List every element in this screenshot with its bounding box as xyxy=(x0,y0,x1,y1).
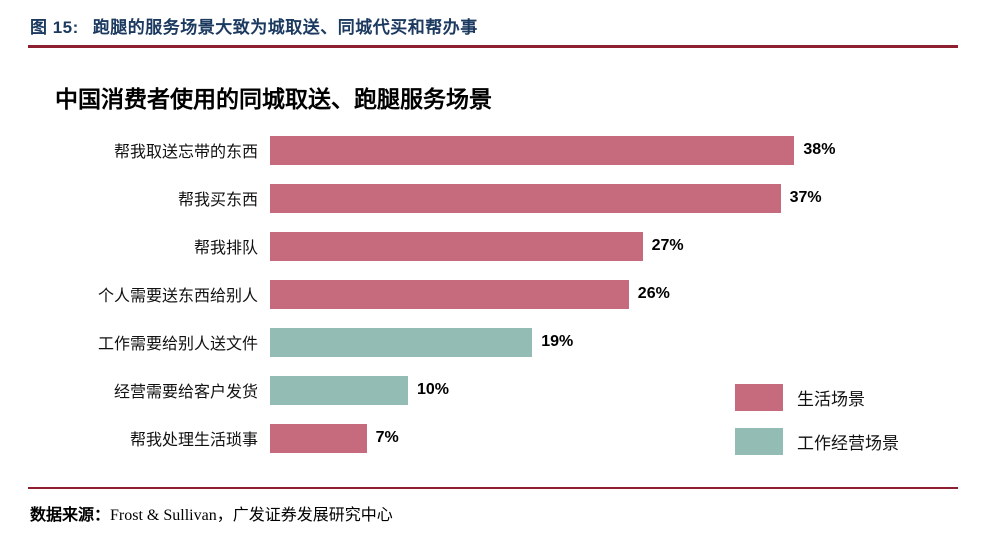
legend-item: 生活场景 xyxy=(735,384,899,411)
category-label: 帮我排队 xyxy=(193,240,258,257)
chart-row: 帮我处理生活琐事 7% xyxy=(30,414,956,462)
bar-track: 26% xyxy=(270,270,822,318)
chart-row: 帮我取送忘带的东西 38% xyxy=(30,126,956,174)
bar-track: 27% xyxy=(270,222,822,270)
bar-track: 19% xyxy=(270,318,822,366)
value-label: 26% xyxy=(637,285,670,302)
legend-swatch xyxy=(735,428,783,455)
bar-track: 38% xyxy=(270,126,835,174)
header-divider xyxy=(28,45,958,48)
legend-swatch xyxy=(735,384,783,411)
figure-label: 图 15: xyxy=(30,18,79,37)
figure-title: 跑腿的服务场景大致为城取送、同城代买和帮办事 xyxy=(92,18,478,37)
category-label: 经营需要给客户发货 xyxy=(113,384,258,401)
chart-row: 经营需要给客户发货 10% xyxy=(30,366,956,414)
category-label: 帮我处理生活琐事 xyxy=(129,432,258,449)
value-label: 10% xyxy=(417,381,450,398)
value-label: 38% xyxy=(803,141,836,158)
value-label: 27% xyxy=(651,237,684,254)
legend-label: 工作经营场景 xyxy=(797,434,899,453)
category-label: 个人需要送东西给别人 xyxy=(97,288,258,305)
chart-rows: 帮我取送忘带的东西 38% 帮我买东西 37% 帮我排队 27% 个人需要送东西给别人 26%… xyxy=(30,126,956,462)
source-text: Frost & Sullivan，广发证券发展研究中心 xyxy=(110,507,393,524)
source-note: 数据来源：Frost & Sullivan，广发证券发展研究中心 xyxy=(30,501,393,525)
legend-label: 生活场景 xyxy=(797,390,865,409)
category-label: 工作需要给别人送文件 xyxy=(97,336,258,353)
bar-track: 10% xyxy=(270,366,822,414)
legend-item: 工作经营场景 xyxy=(735,428,899,455)
bar xyxy=(270,183,781,213)
bar xyxy=(270,231,643,261)
category-label: 帮我取送忘带的东西 xyxy=(113,144,258,161)
chart-row: 工作需要给别人送文件 19% xyxy=(30,318,956,366)
bar xyxy=(270,327,533,357)
value-label: 19% xyxy=(541,333,574,350)
chart-row: 个人需要送东西给别人 26% xyxy=(30,270,956,318)
chart-row: 帮我买东西 37% xyxy=(30,174,956,222)
chart-legend: 生活场景工作经营场景 xyxy=(735,384,899,455)
chart-title: 中国消费者使用的同城取送、跑腿服务场景 xyxy=(55,86,492,112)
figure-header: 图 15: 跑腿的服务场景大致为城取送、同城代买和帮办事 xyxy=(30,13,956,38)
bar xyxy=(270,375,408,405)
bar xyxy=(270,279,629,309)
bar xyxy=(270,423,367,453)
source-prefix: 数据来源： xyxy=(30,507,111,524)
footer-divider xyxy=(28,487,958,489)
value-label: 7% xyxy=(375,429,399,446)
chart-row: 帮我排队 27% xyxy=(30,222,956,270)
category-label: 帮我买东西 xyxy=(177,192,258,209)
value-label: 37% xyxy=(789,189,822,206)
bar-track: 7% xyxy=(270,414,822,462)
bar-track: 37% xyxy=(270,174,822,222)
bar xyxy=(270,135,795,165)
